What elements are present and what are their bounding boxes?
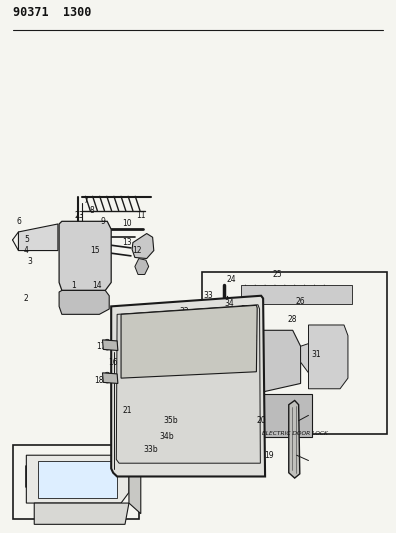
Polygon shape bbox=[132, 233, 154, 259]
Bar bbox=[38, 461, 117, 498]
Polygon shape bbox=[289, 400, 300, 478]
Polygon shape bbox=[59, 290, 109, 314]
Text: 28: 28 bbox=[288, 315, 297, 324]
Bar bbox=[246, 394, 312, 437]
Text: 27: 27 bbox=[201, 315, 211, 324]
Text: 14: 14 bbox=[93, 280, 102, 289]
Polygon shape bbox=[103, 373, 118, 383]
Polygon shape bbox=[238, 330, 301, 394]
Text: 26: 26 bbox=[296, 296, 305, 305]
Text: 33: 33 bbox=[203, 291, 213, 300]
Text: 18: 18 bbox=[95, 376, 104, 385]
Polygon shape bbox=[116, 305, 260, 463]
Text: 31: 31 bbox=[312, 350, 321, 359]
Circle shape bbox=[176, 445, 182, 452]
Circle shape bbox=[274, 409, 284, 422]
Circle shape bbox=[141, 447, 148, 456]
Text: 17: 17 bbox=[97, 342, 106, 351]
Polygon shape bbox=[135, 259, 148, 274]
Polygon shape bbox=[59, 221, 111, 290]
Text: 15: 15 bbox=[91, 246, 100, 255]
Text: 2: 2 bbox=[24, 294, 29, 303]
Text: 19: 19 bbox=[264, 451, 274, 460]
Circle shape bbox=[269, 402, 289, 429]
Text: 24: 24 bbox=[227, 275, 236, 284]
Text: 20: 20 bbox=[256, 416, 266, 425]
Text: 11: 11 bbox=[136, 212, 146, 221]
Text: 30: 30 bbox=[228, 336, 238, 345]
Polygon shape bbox=[19, 224, 58, 251]
Circle shape bbox=[155, 445, 160, 452]
Text: 32: 32 bbox=[179, 307, 189, 316]
Circle shape bbox=[238, 302, 244, 310]
Text: 34: 34 bbox=[225, 299, 234, 308]
Text: 8: 8 bbox=[89, 206, 94, 215]
Polygon shape bbox=[129, 466, 141, 514]
Bar bbox=[242, 285, 352, 304]
Polygon shape bbox=[27, 455, 129, 503]
Text: 35b: 35b bbox=[163, 416, 178, 425]
Text: ELECTRIC DOOR LOCK: ELECTRIC DOOR LOCK bbox=[262, 431, 327, 437]
Circle shape bbox=[103, 340, 111, 350]
Text: 33b: 33b bbox=[143, 446, 158, 455]
Polygon shape bbox=[308, 325, 348, 389]
Text: 22: 22 bbox=[249, 334, 258, 343]
Text: 16: 16 bbox=[109, 358, 118, 367]
Bar bbox=[202, 272, 387, 434]
Circle shape bbox=[259, 302, 265, 310]
Text: 1: 1 bbox=[71, 280, 76, 289]
Bar bbox=[13, 445, 139, 519]
Circle shape bbox=[221, 294, 227, 303]
Text: 7: 7 bbox=[83, 196, 88, 205]
Circle shape bbox=[169, 445, 175, 452]
Text: 9: 9 bbox=[101, 217, 106, 226]
Polygon shape bbox=[34, 503, 129, 524]
Text: 10: 10 bbox=[122, 220, 132, 229]
Circle shape bbox=[103, 372, 111, 383]
Text: 5: 5 bbox=[24, 236, 29, 245]
Text: 25: 25 bbox=[272, 270, 282, 279]
Polygon shape bbox=[121, 305, 257, 378]
Text: 21: 21 bbox=[122, 406, 132, 415]
Polygon shape bbox=[301, 341, 320, 373]
Text: 90371  1300: 90371 1300 bbox=[13, 6, 91, 19]
Circle shape bbox=[162, 445, 168, 452]
Text: 23: 23 bbox=[75, 212, 84, 221]
Text: 12: 12 bbox=[132, 246, 142, 255]
Text: 13: 13 bbox=[122, 238, 132, 247]
Text: 35: 35 bbox=[240, 304, 250, 313]
Text: 6: 6 bbox=[16, 217, 21, 226]
Text: 34b: 34b bbox=[159, 432, 174, 441]
Circle shape bbox=[252, 302, 257, 310]
Circle shape bbox=[245, 302, 251, 310]
Polygon shape bbox=[111, 296, 265, 477]
Text: 3: 3 bbox=[28, 257, 33, 265]
Text: 29: 29 bbox=[248, 368, 258, 377]
Polygon shape bbox=[103, 340, 118, 351]
Text: 4: 4 bbox=[24, 246, 29, 255]
